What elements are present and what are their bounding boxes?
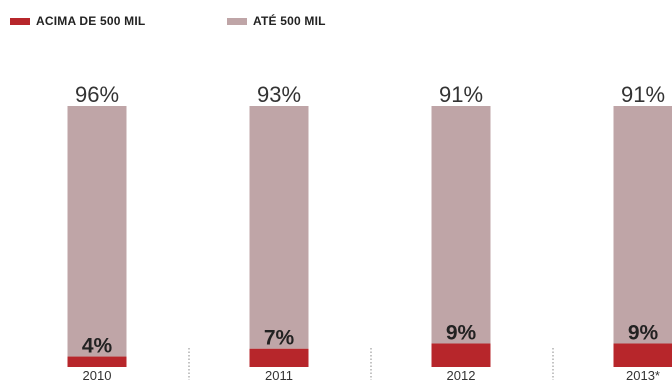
bar-acima-500-mil-2010 [67,356,127,367]
data-label-acima-2012: 9% [446,322,477,345]
x-tick-label-2010: 2010 [83,368,112,380]
bar-ate-500-mil-2013* [613,106,672,344]
x-tick-label-2013*: 2013* [626,368,660,380]
legend-swatch-ate [227,17,247,25]
bar-ate-500-mil-2012 [431,106,491,344]
x-tick-label-2011: 2011 [265,368,293,380]
data-label-acima-2013*: 9% [628,322,659,345]
legend-swatch-acima [10,17,30,25]
legend-item-ate: ATÉ 500 MIL [227,14,326,28]
data-label-ate-2010: 96% [75,82,119,107]
legend-label-acima: ACIMA DE 500 MIL [36,14,146,28]
bar-ate-500-mil-2011 [249,106,309,349]
bar-ate-500-mil-2010 [67,106,127,357]
x-tick-label-2012: 2012 [447,368,476,380]
data-label-ate-2013*: 91% [621,82,665,107]
data-label-acima-2010: 4% [82,335,113,358]
data-label-acima-2011: 7% [264,327,295,350]
data-label-ate-2011: 93% [257,82,301,107]
legend-label-ate: ATÉ 500 MIL [253,14,326,28]
bar-acima-500-mil-2011 [249,348,309,367]
bar-acima-500-mil-2013* [613,343,672,367]
bar-acima-500-mil-2012 [431,343,491,367]
data-label-ate-2012: 91% [439,82,483,107]
legend-item-acima: ACIMA DE 500 MIL [10,14,145,28]
